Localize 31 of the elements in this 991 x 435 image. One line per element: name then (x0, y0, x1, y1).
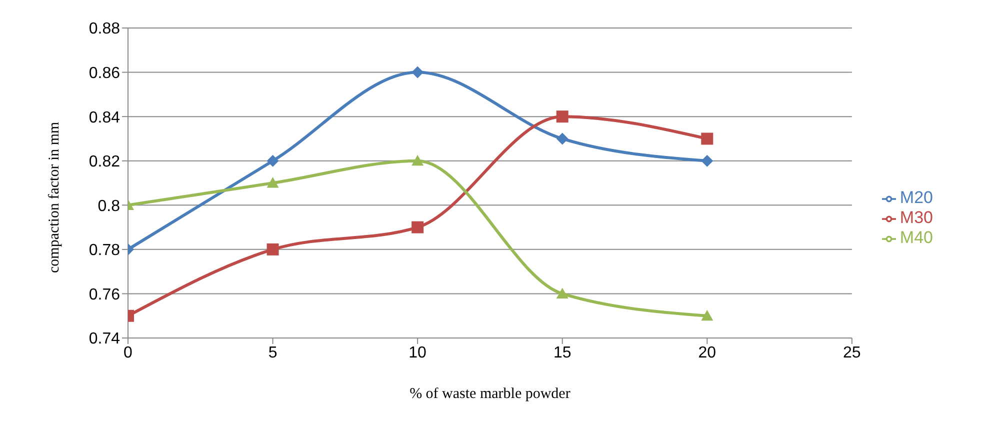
point (701, 310, 714, 321)
y-tick-label: 0.76 (88, 286, 120, 304)
point (701, 154, 714, 167)
x-tick-label: 10 (408, 344, 427, 362)
y-tick-label: 0.84 (88, 109, 120, 126)
point (701, 132, 714, 145)
point (556, 132, 568, 145)
x-tick-label: 20 (698, 344, 716, 362)
y-axis-title: compaction factor in mm (46, 121, 62, 273)
x-axis-title: % of waste marble powder (410, 386, 570, 402)
y-tick-label: 0.8 (98, 198, 120, 215)
legend-label: M40 (900, 228, 933, 247)
legend-label: M20 (900, 188, 933, 207)
point (556, 288, 568, 299)
y-tick-label: 0.74 (88, 330, 120, 348)
legend-label: M30 (900, 208, 933, 227)
x-tick-label: 15 (553, 344, 572, 362)
y-tick-label: 0.82 (88, 154, 120, 171)
x-tick-label: 25 (843, 344, 861, 362)
point (266, 154, 279, 167)
x-tick-label: 0 (124, 344, 133, 362)
y-tick-label: 0.78 (88, 242, 120, 260)
point (556, 110, 568, 123)
x-tick-label: 5 (268, 344, 278, 362)
point (412, 66, 424, 78)
point (412, 154, 424, 166)
point (266, 243, 279, 256)
point (412, 221, 424, 234)
y-tick-label: 0.88 (88, 20, 120, 38)
y-tick-label: 0.86 (88, 64, 120, 82)
point (266, 177, 279, 188)
